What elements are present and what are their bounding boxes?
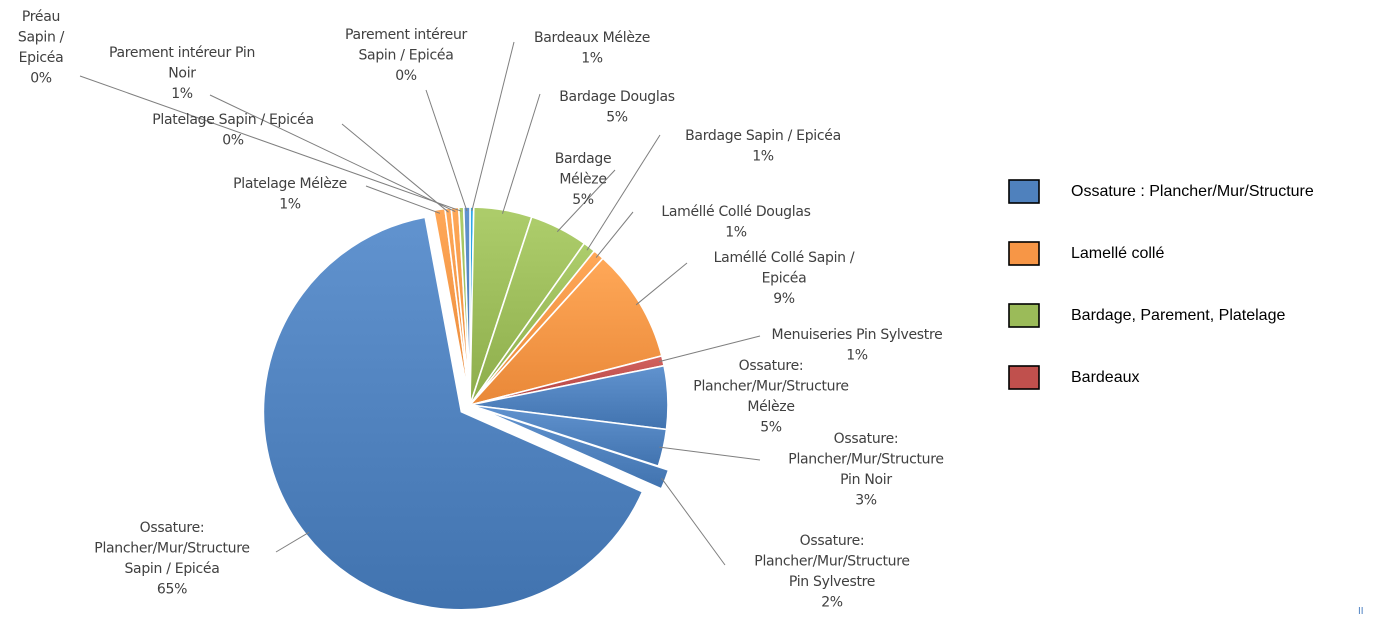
slice-label-line: 65% <box>157 582 187 598</box>
legend-swatch <box>1008 179 1040 204</box>
slice-label-line: Platelage Mélèze <box>233 176 347 192</box>
slice-label: Platelage Mélèze 1% <box>233 176 347 213</box>
slice-label-line: Parement intéreur <box>345 27 468 43</box>
legend-label: Lamellé collé <box>1071 245 1164 262</box>
slice-label-line: Mélèze <box>559 172 606 188</box>
slice-label-line: Epicéa <box>19 50 64 66</box>
slice-label: Ossature: Plancher/Mur/Structure Sapin / E… <box>94 520 249 598</box>
slice-label: Ossature: Plancher/Mur/Structure Pin Noir 3… <box>788 431 943 509</box>
slice-label-line: 1% <box>752 149 774 165</box>
pie-slice <box>462 206 471 406</box>
leader-lines <box>79 41 761 566</box>
slice-label-line: Laméllé Collé Sapin / <box>714 250 855 266</box>
legend: Ossature : Plancher/Mur/Structure Lamellé… <box>1008 179 1314 390</box>
legend-swatch <box>1008 241 1040 266</box>
slice-label-line: 3% <box>855 493 877 509</box>
slice-label-line: Sapin / <box>18 30 65 46</box>
slice-label-line: 0% <box>30 71 52 87</box>
slice-label-line: Plancher/Mur/Structure <box>788 452 943 468</box>
slice-label: Laméllé Collé Sapin / Epicéa 9% <box>714 250 855 307</box>
pie-slice <box>479 408 670 490</box>
leader-line <box>275 531 310 553</box>
leader-line <box>425 89 468 212</box>
legend-label: Ossature : Plancher/Mur/Structure <box>1071 183 1314 200</box>
slice-label-line: Ossature: <box>739 358 804 374</box>
slice-label-line: Ossature: <box>800 533 865 549</box>
leader-line <box>586 134 661 251</box>
slice-label-line: Bardeaux Mélèze <box>534 30 650 46</box>
slice-label-line: 0% <box>395 68 417 84</box>
slice-label-line: Plancher/Mur/Structure <box>693 379 848 395</box>
slice-label-line: Sapin / Epicéa <box>124 561 219 577</box>
slice-label-line: Ossature: <box>834 431 899 447</box>
leader-line <box>661 477 726 566</box>
slice-label-line: Platelage Sapin / Epicéa <box>152 112 313 128</box>
slice-label-line: 1% <box>279 197 301 213</box>
slice-label-line: Bardage Sapin / Epicéa <box>685 128 841 144</box>
slice-label-line: Noir <box>168 66 196 82</box>
leader-line <box>595 211 634 258</box>
slice-label-line: 0% <box>222 133 244 149</box>
slice-label: Bardeaux Mélèze 1% <box>534 30 650 67</box>
leader-line <box>501 93 541 214</box>
page-number: II <box>1358 606 1364 617</box>
pie-slice <box>262 216 644 611</box>
slice-label-line: Pin Noir <box>840 472 892 488</box>
leader-line <box>556 169 616 233</box>
leader-line <box>471 41 515 212</box>
slice-label-line: 2% <box>821 595 843 611</box>
legend-label: Bardage, Parement, Platelage <box>1071 307 1285 324</box>
slice-label: Ossature: Plancher/Mur/Structure Mélèze 5% <box>693 358 848 436</box>
slice-label: Préau Sapin / Epicéa 0% <box>18 9 65 87</box>
leader-line <box>365 185 441 214</box>
slice-label-line: Epicéa <box>762 271 807 287</box>
slice-label: Bardage Mélèze 5% <box>555 151 612 208</box>
pie-slices <box>262 206 670 611</box>
slice-label-line: Mélèze <box>747 399 794 415</box>
pie-slice <box>469 257 663 406</box>
leader-line <box>658 335 761 363</box>
slice-label-line: Bardage Douglas <box>559 89 674 105</box>
slice-label: Menuiseries Pin Sylvestre 1% <box>772 327 943 364</box>
legend-label: Bardeaux <box>1071 369 1140 386</box>
slice-label-line: Préau <box>22 9 60 25</box>
legend-swatch <box>1008 365 1040 390</box>
slice-label-line: 5% <box>572 192 594 208</box>
leader-line <box>341 123 449 213</box>
slice-label-line: Plancher/Mur/Structure <box>754 554 909 570</box>
slice-label-line: Sapin / Epicéa <box>358 48 453 64</box>
slice-label-line: Laméllé Collé Douglas <box>661 204 810 220</box>
slice-label-line: Pin Sylvestre <box>789 574 875 590</box>
legend-swatch <box>1008 303 1040 328</box>
slice-label: Parement intéreur Pin Noir 1% <box>109 45 255 102</box>
slice-label-line: Plancher/Mur/Structure <box>94 541 249 557</box>
slice-label-line: 5% <box>606 110 628 126</box>
slice-label: Bardage Sapin / Epicéa 1% <box>685 128 841 165</box>
leader-line <box>635 262 688 306</box>
slice-label-line: 1% <box>846 348 868 364</box>
leader-line <box>209 94 456 213</box>
slice-label: Bardage Douglas 5% <box>559 89 674 126</box>
slice-label: Platelage Sapin / Epicéa 0% <box>152 112 313 149</box>
slice-label: Laméllé Collé Douglas 1% <box>661 204 810 241</box>
slice-label-line: 5% <box>760 420 782 436</box>
slice-label-line: 1% <box>171 86 193 102</box>
slice-label-line: 9% <box>773 291 795 307</box>
slice-label: Parement intéreur Sapin / Epicéa 0% <box>345 27 468 84</box>
leader-line <box>659 446 761 461</box>
slice-labels: Bardeaux Mélèze 1%Bardage Douglas 5%Bardag… <box>18 9 944 611</box>
leader-line <box>79 75 462 212</box>
slice-label: Ossature: Plancher/Mur/Structure Pin Sylve… <box>754 533 909 611</box>
slice-label-line: Bardage <box>555 151 612 167</box>
slice-label-line: Ossature: <box>140 520 205 536</box>
slice-label-line: Menuiseries Pin Sylvestre <box>772 327 943 343</box>
slice-label-line: 1% <box>725 225 747 241</box>
slice-label-line: 1% <box>581 51 603 67</box>
slice-label-line: Parement intéreur Pin <box>109 45 255 61</box>
